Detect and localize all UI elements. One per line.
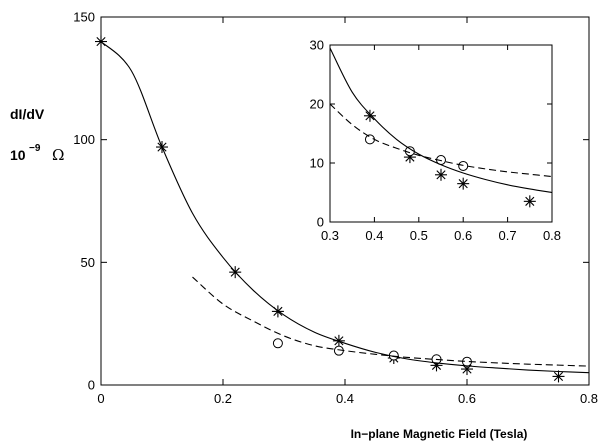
main-x-tick-label: 0.4 — [336, 391, 354, 406]
inset-x-tick-label: 0.6 — [454, 228, 472, 243]
inset-x-tick-label: 0.4 — [365, 228, 383, 243]
inset-plot: 0.3 0.4 0.5 0.6 0.7 0.8 0 10 20 30 — [310, 38, 562, 244]
main-y-tick-label: 50 — [81, 255, 95, 270]
main-dashed-fit-curve — [192, 276, 590, 367]
inset-dashed-fit-curve — [329, 103, 553, 178]
inset-y-tick-label: 10 — [310, 156, 324, 171]
x-axis-label: In−plane Magnetic Field (Tesla) — [351, 427, 528, 441]
inset-x-tick-label: 0.8 — [543, 228, 561, 243]
inset-circle-point — [364, 134, 375, 145]
inset-plot-frame — [329, 44, 553, 223]
inset-x-tick-label: 0.3 — [321, 228, 339, 243]
inset-asterisk-point — [435, 168, 447, 181]
inset-x-tick-label: 0.5 — [410, 228, 428, 243]
y-axis-label-exponent: −9 — [29, 143, 41, 154]
y-axis-label-unit: Ω — [52, 146, 64, 164]
main-x-tick-label: 0 — [97, 391, 104, 406]
main-x-tick-label: 0.2 — [214, 391, 232, 406]
inset-solid-fit-curve — [329, 47, 553, 194]
inset-y-tick-label: 20 — [310, 97, 324, 112]
main-circle-point — [272, 338, 283, 349]
inset-x-tick-label: 0.7 — [499, 228, 517, 243]
y-axis-label-base: 10 — [10, 147, 26, 163]
main-y-tick-label: 150 — [73, 10, 95, 25]
inset-circle-point — [458, 160, 469, 171]
main-x-tick-label: 0.8 — [580, 391, 598, 406]
main-asterisk-point — [552, 370, 565, 383]
inset-asterisk-point — [363, 109, 376, 122]
inset-y-tick-label: 30 — [310, 38, 324, 53]
inset-asterisk-point — [523, 195, 536, 208]
main-solid-fit-curve — [100, 41, 590, 374]
inset-y-tick-label: 0 — [317, 215, 324, 230]
y-axis-label-line1: dI/dV — [10, 106, 45, 122]
inset-asterisk-point — [457, 177, 470, 190]
main-y-tick-label: 0 — [88, 378, 95, 393]
main-x-tick-label: 0.6 — [458, 391, 476, 406]
main-y-tick-label: 100 — [73, 132, 95, 147]
